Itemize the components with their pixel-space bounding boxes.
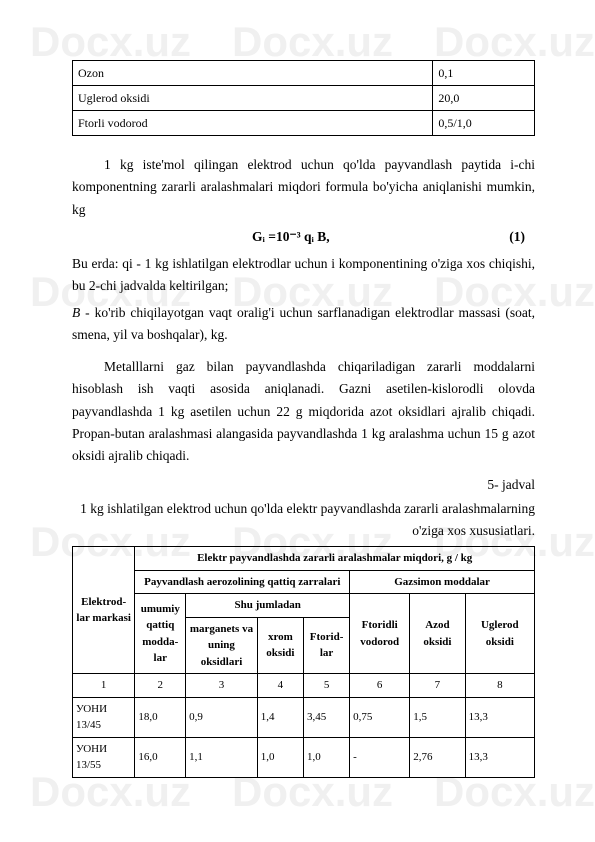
header-azod: Azod oksidi [410,594,465,674]
cell: 1 [73,674,135,698]
cell: 8 [465,674,534,698]
cell: 3 [186,674,258,698]
header-shu: Shu jumladan [186,594,350,618]
cell: - [350,737,410,777]
cell-value: 0,1 [433,61,535,86]
formula-equation: Gᵢ =10⁻³ qᵢ B, [252,227,330,247]
paragraph: 1 kg iste'mol qilingan elektrod uchun qo… [72,154,535,221]
header-xrom: xrom oksidi [257,617,303,674]
paragraph: B - ko'rib chiqilayotgan vaqt oralig'i u… [72,302,535,347]
cell: 16,0 [135,737,186,777]
paragraph-text: - ko'rib chiqilayotgan vaqt oralig'i uch… [72,305,535,342]
cell: 0,9 [186,697,258,737]
cell-value: 20,0 [433,86,535,111]
cell: 2,76 [410,737,465,777]
table-row: Ftorli vodorod 0,5/1,0 [73,111,535,136]
cell: 1,0 [257,737,303,777]
header-ftoridli: Ftoridli vodorod [350,594,410,674]
cell: 1,0 [303,737,349,777]
formula: Gᵢ =10⁻³ qᵢ B, (1) [72,227,535,247]
cell: 13,3 [465,697,534,737]
cell: 5 [303,674,349,698]
electrode-table: Elektrod-lar markasi Elektr payvandlashd… [72,546,535,778]
header-payv: Payvandlash aerozolining qattiq zarralar… [135,570,350,594]
header-gaz: Gazsimon moddalar [350,570,535,594]
header-elektrod: Elektrod-lar markasi [73,547,135,674]
variable-b: B [72,305,85,320]
table-row: Ozon 0,1 [73,61,535,86]
cell: 1,1 [186,737,258,777]
table-row-numbers: 1 2 3 4 5 6 7 8 [73,674,535,698]
header-umumiy: umumiy qattiq modda-lar [135,594,186,674]
table-caption: 1 kg ishlatilgan elektrod uchun qo'lda e… [72,498,535,543]
cell: 7 [410,674,465,698]
header-marg: marganets va uning oksidlari [186,617,258,674]
cell: УОНИ 13/45 [73,697,135,737]
cell: 13,3 [465,737,534,777]
cell: 3,45 [303,697,349,737]
cell: 1,5 [410,697,465,737]
table-row: УОНИ 13/45 18,0 0,9 1,4 3,45 0,75 1,5 13… [73,697,535,737]
cell: 18,0 [135,697,186,737]
table-row: УОНИ 13/55 16,0 1,1 1,0 1,0 - 2,76 13,3 [73,737,535,777]
header-uglerod: Uglerod oksidi [465,594,534,674]
cell: 1,4 [257,697,303,737]
paragraph: Bu erda: qi - 1 kg ishlatilgan elektrodl… [72,253,535,298]
cell: УОНИ 13/55 [73,737,135,777]
table-row: Elektrod-lar markasi Elektr payvandlashd… [73,547,535,571]
header-ftorid: Ftorid-lar [303,617,349,674]
paragraph: Metalllarni gaz bilan payvandlashda chiq… [72,356,535,467]
cell: 2 [135,674,186,698]
cell-name: Uglerod oksidi [73,86,433,111]
cell: 0,75 [350,697,410,737]
page-content: Ozon 0,1 Uglerod oksidi 20,0 Ftorli vodo… [0,0,595,818]
table-number: 5- jadval [72,475,535,495]
cell-value: 0,5/1,0 [433,111,535,136]
header-top: Elektr payvandlashda zararli aralashmala… [135,547,535,571]
cell-name: Ftorli vodorod [73,111,433,136]
cell: 4 [257,674,303,698]
cell: 6 [350,674,410,698]
table-row: Uglerod oksidi 20,0 [73,86,535,111]
table-row: umumiy qattiq modda-lar Shu jumladan Fto… [73,594,535,618]
table-row: Payvandlash aerozolining qattiq zarralar… [73,570,535,594]
formula-number: (1) [509,227,535,247]
substances-table: Ozon 0,1 Uglerod oksidi 20,0 Ftorli vodo… [72,60,535,136]
cell-name: Ozon [73,61,433,86]
